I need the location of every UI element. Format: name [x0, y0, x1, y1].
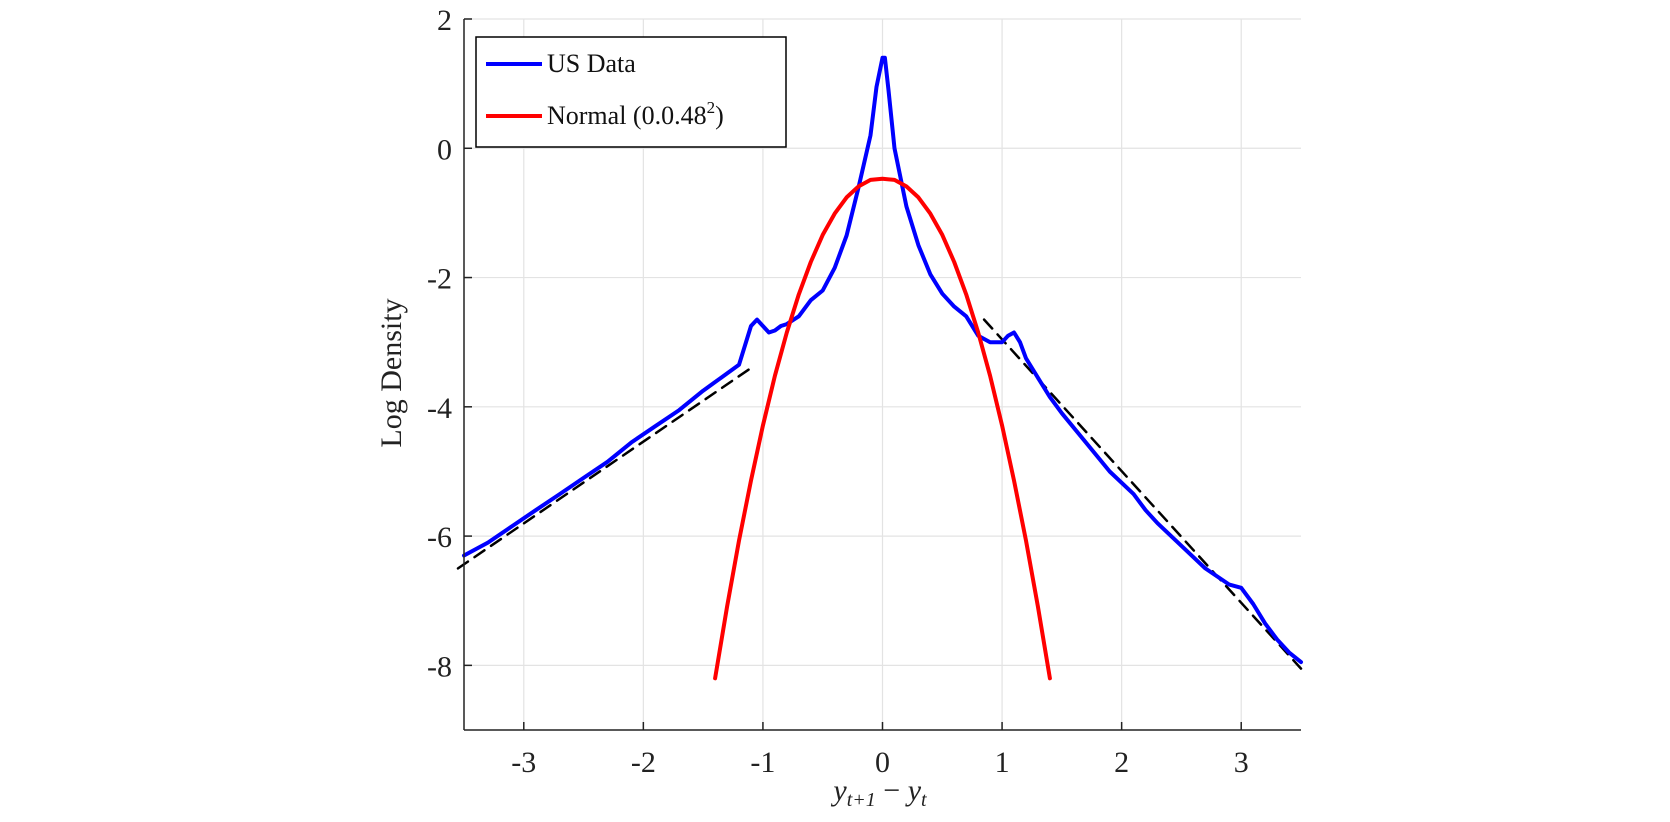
series-layer — [456, 55, 1303, 681]
legend-label-us-data: US Data — [547, 49, 636, 78]
series-line-normal-0-0-48 — [713, 176, 1052, 681]
series-line-us-data — [462, 55, 1303, 665]
x-tick-label: 3 — [1234, 746, 1249, 779]
legend-label-normal-sup: 2 — [707, 98, 716, 117]
y-tick-label: -4 — [427, 392, 452, 425]
x-tick-label: -3 — [511, 746, 536, 779]
x-tick-labels: -3 -2 -1 0 1 2 3 — [511, 746, 1248, 779]
series-line-right-tail-fit — [982, 318, 1303, 670]
x-tick-label: 0 — [875, 746, 890, 779]
y-tick-labels: -8 -6 -4 -2 0 2 — [427, 4, 452, 683]
x-axis-label-sub2: t — [921, 789, 927, 811]
x-tick-label: -2 — [631, 746, 656, 779]
y-tick-label: 0 — [437, 133, 452, 166]
x-tick-label: 2 — [1114, 746, 1129, 779]
legend-label-normal-suffix: ) — [715, 101, 724, 130]
x-tick-label: 1 — [995, 746, 1010, 779]
y-tick-label: -2 — [427, 263, 452, 296]
y-tick-label: -6 — [427, 521, 452, 554]
x-axis-label-minus: − — [876, 774, 908, 807]
series-line-left-tail-fit — [456, 366, 753, 570]
axes — [463, 18, 1301, 731]
x-axis-label-y2: y — [905, 774, 922, 807]
x-axis-label-sub1: t+1 — [847, 789, 876, 811]
y-axis-label: Log Density — [375, 298, 408, 447]
x-tick-label: -1 — [750, 746, 775, 779]
legend: US Data Normal (0.0.482) — [475, 36, 787, 148]
y-tick-label: 2 — [437, 4, 452, 37]
x-axis-label: yt+1 − yt — [830, 774, 927, 811]
legend-label-normal: Normal (0.0.482) — [547, 98, 724, 130]
x-axis-label-y1: y — [830, 774, 847, 807]
legend-label-normal-main: Normal (0.0.48 — [547, 101, 707, 130]
y-tick-label: -8 — [427, 650, 452, 683]
legend-box — [475, 36, 787, 148]
